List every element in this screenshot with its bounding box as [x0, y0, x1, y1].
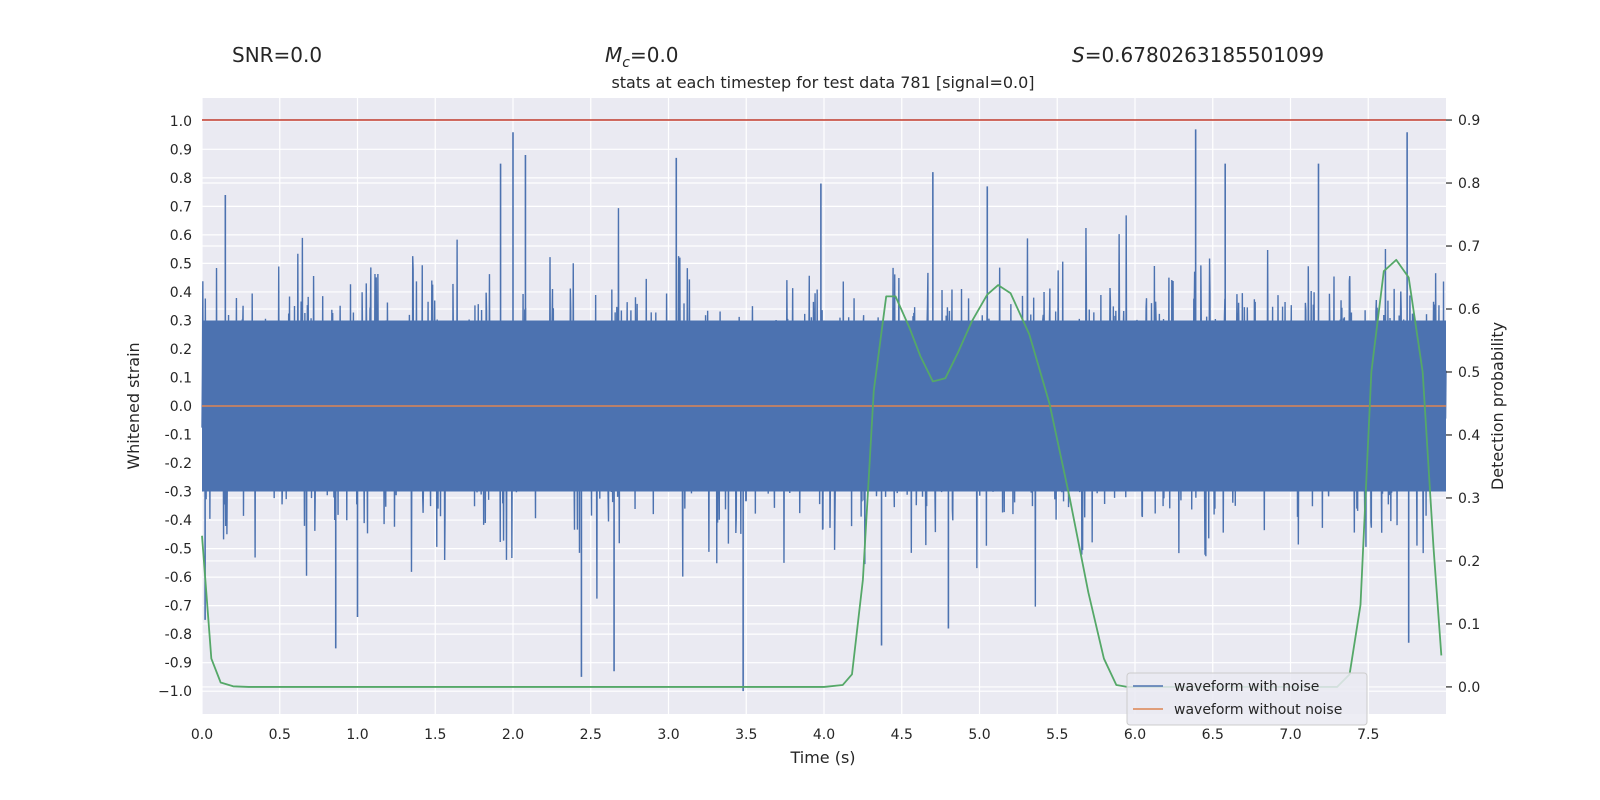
left-y-tick-label: 0.6 [170, 228, 192, 244]
x-tick-label: 6.0 [1124, 727, 1146, 743]
score-stat: S=0.6780263185501099 [1072, 43, 1324, 67]
x-tick-label: 6.5 [1202, 727, 1224, 743]
left-y-tick-label: 0.4 [170, 285, 192, 301]
x-tick-label: 2.0 [502, 727, 524, 743]
x-tick-label: 1.5 [424, 727, 446, 743]
legend-label-clean: waveform without noise [1174, 702, 1342, 718]
left-y-tick-label: 0.7 [170, 199, 192, 215]
right-y-tick-label: 0.9 [1458, 113, 1480, 129]
x-axis-label: Time (s) [789, 748, 855, 767]
x-tick-label: 1.0 [346, 727, 368, 743]
x-tick-label: 3.0 [657, 727, 679, 743]
right-y-axis-label: Detection probability [1488, 322, 1507, 490]
right-y-axis-ticks: 0.9 0.8 0.7 0.6 0.5 0.4 0.3 0.2 0.1 0.0 [1446, 113, 1480, 696]
legend-label-noise: waveform with noise [1174, 679, 1319, 695]
chirp-mass-subscript: c [622, 55, 630, 71]
legend: waveform with noise waveform without noi… [1126, 672, 1368, 726]
right-y-tick-label: 0.2 [1458, 554, 1480, 570]
left-y-tick-label: -0.8 [165, 627, 192, 643]
right-y-tick-label: 0.0 [1458, 680, 1480, 696]
left-y-tick-label: -0.5 [165, 542, 192, 558]
left-y-tick-label: 0.0 [170, 399, 192, 415]
right-y-tick-label: 0.4 [1458, 428, 1480, 444]
right-y-tick-label: 0.8 [1458, 176, 1480, 192]
left-y-tick-label: 0.2 [170, 342, 192, 358]
right-y-tick-label: 0.3 [1458, 491, 1480, 507]
x-tick-label: 0.5 [269, 727, 291, 743]
x-tick-label: 4.0 [813, 727, 835, 743]
left-y-tick-label: −1.0 [158, 684, 192, 700]
score-symbol: S [1072, 43, 1085, 67]
chirp-mass-symbol: M [605, 43, 622, 67]
left-y-axis-ticks: 1.0 0.9 0.8 0.7 0.6 0.5 0.4 0.3 0.2 0.1 0.0 -0.1 -0.… [158, 114, 192, 700]
left-y-tick-label: 0.1 [170, 370, 192, 386]
left-y-tick-label: 0.3 [170, 313, 192, 329]
chirp-mass-stat: Mc=0.0 [605, 43, 679, 71]
right-y-tick-label: 0.7 [1458, 239, 1480, 255]
left-y-tick-label: -0.6 [165, 570, 192, 586]
left-y-tick-label: -0.2 [165, 456, 192, 472]
chart-title: stats at each timestep for test data 781… [611, 73, 1034, 92]
x-tick-label: 0.0 [191, 727, 213, 743]
right-y-tick-label: 0.1 [1458, 617, 1480, 633]
left-y-tick-label: 0.5 [170, 256, 192, 272]
x-axis-ticks: 0.0 0.5 1.0 1.5 2.0 2.5 3.0 3.5 4.0 4.5 5.0 5.5 6.0 6… [191, 727, 1380, 743]
left-y-tick-label: 0.9 [170, 142, 192, 158]
x-tick-label: 5.5 [1046, 727, 1068, 743]
left-y-axis-label: Whitened strain [124, 342, 143, 469]
right-y-tick-label: 0.6 [1458, 302, 1480, 318]
left-y-tick-label: 0.8 [170, 171, 192, 187]
score-value: =0.6780263185501099 [1085, 43, 1324, 67]
right-y-tick-label: 0.5 [1458, 365, 1480, 381]
left-y-tick-label: -0.1 [165, 428, 192, 444]
snr-stat: SNR=0.0 [232, 43, 322, 67]
left-y-tick-label: -0.9 [165, 656, 192, 672]
x-tick-label: 5.0 [968, 727, 990, 743]
x-tick-label: 7.5 [1357, 727, 1379, 743]
line-series [201, 119, 1446, 688]
x-tick-label: 7.0 [1279, 727, 1301, 743]
detection-probability-line [201, 258, 1443, 688]
x-tick-label: 4.5 [891, 727, 913, 743]
x-tick-label: 2.5 [580, 727, 602, 743]
x-tick-label: 3.5 [735, 727, 757, 743]
chirp-mass-value: =0.0 [630, 43, 679, 67]
left-y-tick-label: 1.0 [170, 114, 192, 130]
left-y-tick-label: -0.4 [165, 513, 192, 529]
legend-box [1126, 672, 1368, 726]
left-y-tick-label: -0.7 [165, 599, 192, 615]
left-y-tick-label: -0.3 [165, 485, 192, 501]
